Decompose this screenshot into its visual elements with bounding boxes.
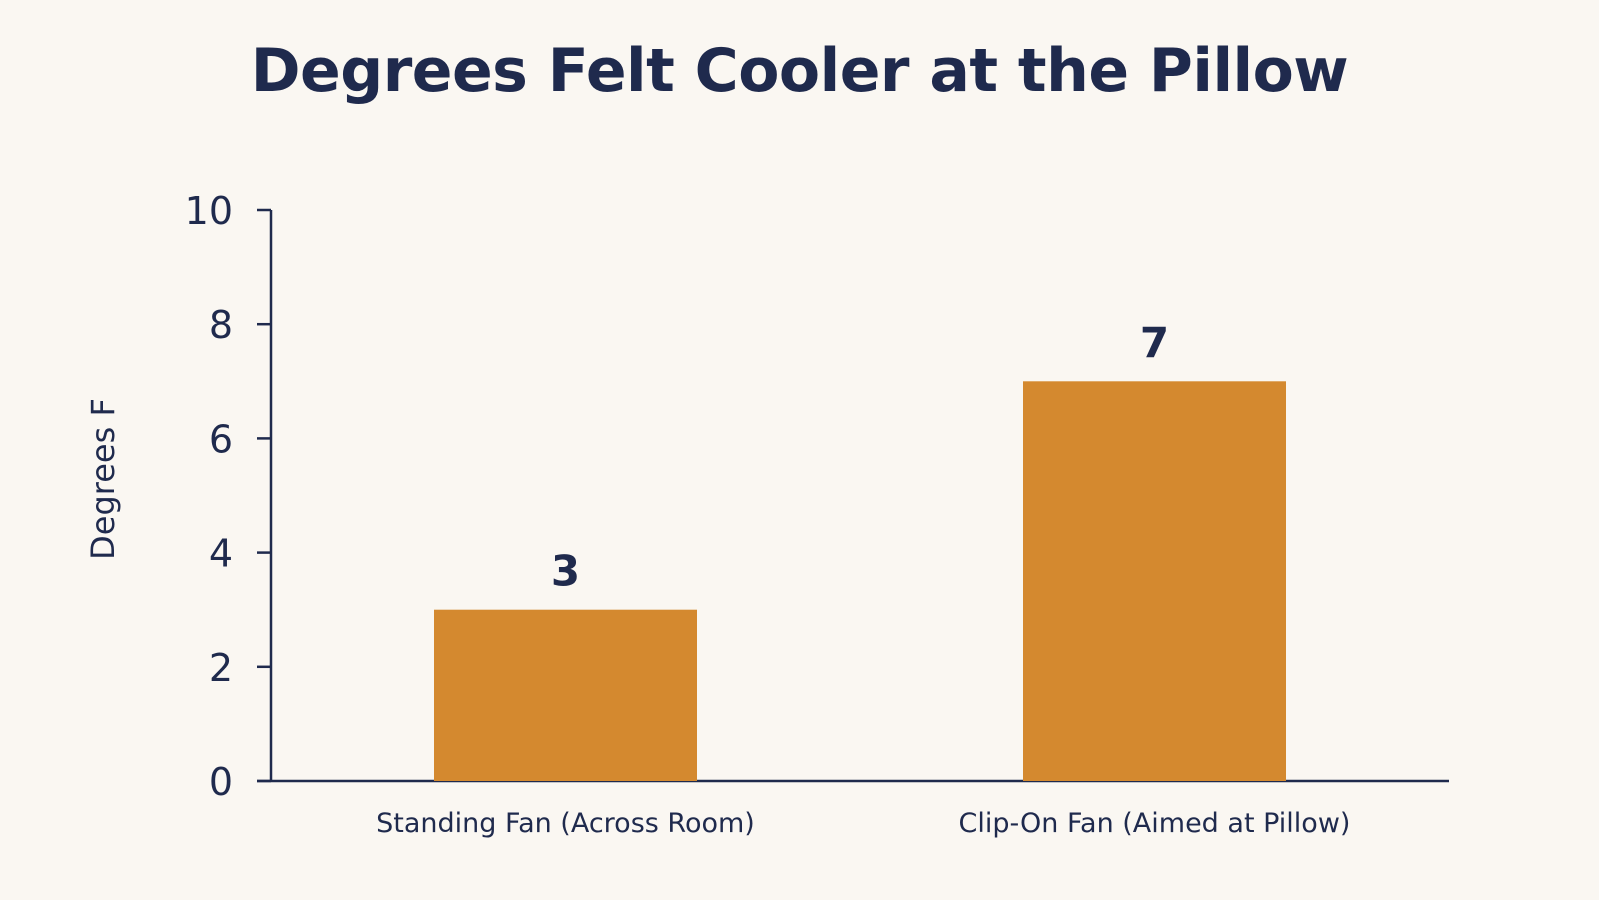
y-tick-label: 4: [209, 532, 233, 576]
y-tick-label: 8: [209, 303, 233, 347]
y-tick-label: 2: [209, 646, 233, 690]
bar: [1023, 381, 1286, 781]
chart-title: Degrees Felt Cooler at the Pillow: [250, 36, 1349, 106]
y-tick-label: 10: [185, 189, 233, 233]
bar-value-label: 7: [1140, 318, 1169, 367]
bar-value-label: 3: [551, 547, 580, 596]
x-category-label: Standing Fan (Across Room): [376, 808, 755, 839]
bar: [434, 609, 697, 781]
x-category-label: Clip-On Fan (Aimed at Pillow): [959, 808, 1351, 839]
labels: 0 2 4 6 8 10 Degrees F 3 Standing Fan (Across Ro…: [84, 189, 1350, 839]
y-axis-title: Degrees F: [84, 398, 122, 560]
y-tick-label: 6: [209, 417, 233, 461]
y-tick-label: 0: [209, 760, 233, 804]
bars: [434, 381, 1286, 781]
